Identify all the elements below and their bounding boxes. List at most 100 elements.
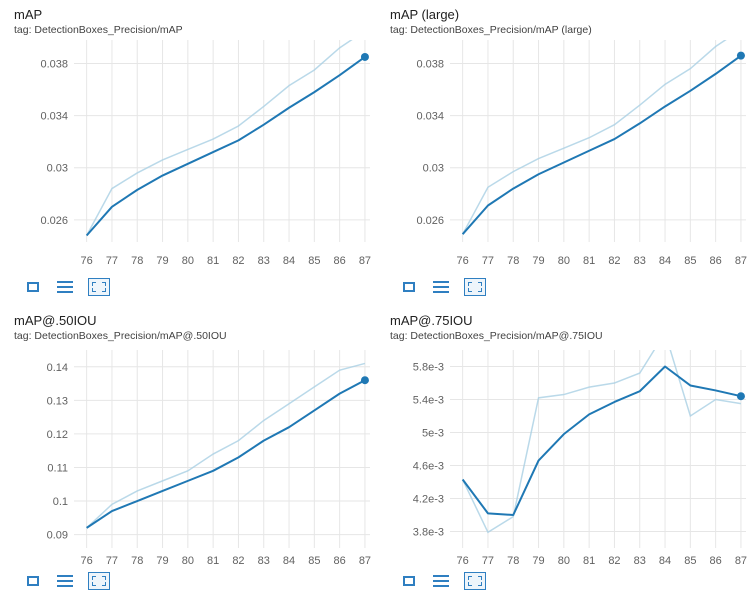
y-tick-label: 0.038 [416,58,444,70]
chart-tag: tag: DetectionBoxes_Precision/mAP (large… [390,24,592,36]
x-tick-label: 77 [482,555,494,567]
smoothed-series-line [85,56,366,237]
x-tick-label: 82 [608,555,620,567]
series-group [85,40,366,237]
chart-toolbar [24,572,110,590]
fullscreen-icon[interactable] [400,573,418,589]
chart-plot-map-50iou: 76 77 78 79 80 81 82 83 84 85 86 87 0.09 0.1 0.11 0.12 0… [47,350,371,567]
chart-tag: tag: DetectionBoxes_Precision/mAP [14,24,183,36]
y-tick-label: 5.8e-3 [413,362,444,374]
x-tick-label: 82 [608,255,620,267]
chart-plot-map-75iou: 76 77 78 79 80 81 82 83 84 85 86 87 3.8e-3 4.2e-3 4.6e… [413,350,747,567]
chart-plot-map: 76 77 78 79 80 81 82 83 84 85 86 87 0.026 0.03 0.034 0.… [40,40,371,267]
y-tick-label: 5e-3 [422,428,444,440]
last-value-point [736,51,745,60]
series-group [461,350,742,534]
smoothed-series-line [86,379,366,529]
x-tick-label: 77 [106,255,118,267]
y-tick-label: 0.11 [47,462,68,474]
chart-panel-map: 76 77 78 79 80 81 82 83 84 85 86 87 0.026 0.03 0.034 0.… [0,0,376,298]
x-tick-label: 79 [532,255,544,267]
x-tick-label: 87 [359,555,371,567]
x-tick-label: 84 [283,555,295,567]
x-tick-label: 82 [232,255,244,267]
fit-domain-icon[interactable] [464,572,486,590]
fullscreen-icon[interactable] [24,279,42,295]
chart-plot-map-large: 76 77 78 79 80 81 82 83 84 85 86 87 0.026 0.03 0.034 0.… [416,40,747,267]
x-tick-label: 80 [558,255,570,267]
x-tick-label: 80 [182,255,194,267]
x-tick-label: 76 [81,555,93,567]
y-tick-label: 0.03 [423,163,444,175]
chart-title: mAP (large) [390,7,460,22]
x-tick-label: 83 [258,555,270,567]
y-tick-label: 0.034 [40,111,68,123]
x-tick-label: 85 [684,255,696,267]
x-tick-label: 81 [207,555,219,567]
y-tick-label: 0.026 [40,215,68,227]
fit-domain-icon[interactable] [88,572,110,590]
y-tick-label: 4.6e-3 [413,461,444,473]
raw-series-line [461,350,742,534]
y-tick-label: 0.03 [47,163,68,175]
fit-domain-icon[interactable] [464,278,486,296]
x-tick-label: 79 [156,555,168,567]
list-icon[interactable] [432,279,450,295]
last-value-point [360,376,369,385]
y-tick-label: 0.14 [47,362,68,374]
x-tick-label: 86 [334,555,346,567]
x-tick-label: 87 [735,255,747,267]
x-tick-label: 77 [106,555,118,567]
y-tick-label: 0.1 [53,496,68,508]
x-tick-label: 79 [532,555,544,567]
x-tick-label: 84 [659,255,671,267]
series-group [86,362,366,529]
x-tick-label: 84 [659,555,671,567]
y-tick-label: 0.12 [47,429,68,441]
x-tick-label: 78 [507,255,519,267]
x-tick-label: 83 [258,255,270,267]
smoothed-series-line [461,54,742,235]
last-value-point [736,392,745,401]
chart-panel-map-large: 76 77 78 79 80 81 82 83 84 85 86 87 0.026 0.03 0.034 0.… [376,0,752,298]
x-tick-label: 78 [131,555,143,567]
x-tick-label: 85 [308,555,320,567]
x-tick-label: 76 [81,255,93,267]
x-tick-label: 85 [684,555,696,567]
x-tick-label: 86 [710,255,722,267]
raw-series-line [85,40,353,236]
last-value-point [360,52,369,61]
x-tick-label: 83 [634,255,646,267]
x-tick-label: 87 [359,255,371,267]
chart-panel-map-50iou: 76 77 78 79 80 81 82 83 84 85 86 87 0.09 0.1 0.11 0.12 0… [0,306,376,604]
fullscreen-icon[interactable] [24,573,42,589]
x-tick-label: 87 [735,555,747,567]
y-tick-label: 0.034 [416,111,444,123]
x-tick-label: 80 [182,555,194,567]
x-tick-label: 82 [232,555,244,567]
x-tick-label: 80 [558,555,570,567]
x-tick-label: 81 [583,255,595,267]
chart-toolbar [24,278,110,296]
x-tick-label: 86 [334,255,346,267]
list-icon[interactable] [432,573,450,589]
x-tick-label: 77 [482,255,494,267]
chart-title: mAP@.75IOU [390,313,473,328]
x-tick-label: 84 [283,255,295,267]
y-tick-label: 3.8e-3 [413,527,444,539]
x-tick-label: 86 [710,555,722,567]
series-group [461,40,742,235]
x-tick-label: 76 [457,555,469,567]
y-tick-label: 5.4e-3 [413,395,444,407]
fullscreen-icon[interactable] [400,279,418,295]
raw-series-line [461,40,727,235]
x-tick-label: 85 [308,255,320,267]
y-tick-label: 0.038 [40,58,68,70]
x-tick-label: 83 [634,555,646,567]
fit-domain-icon[interactable] [88,278,110,296]
raw-series-line [86,362,366,529]
list-icon[interactable] [56,573,74,589]
y-tick-label: 0.13 [47,395,68,407]
list-icon[interactable] [56,279,74,295]
x-tick-label: 81 [207,255,219,267]
